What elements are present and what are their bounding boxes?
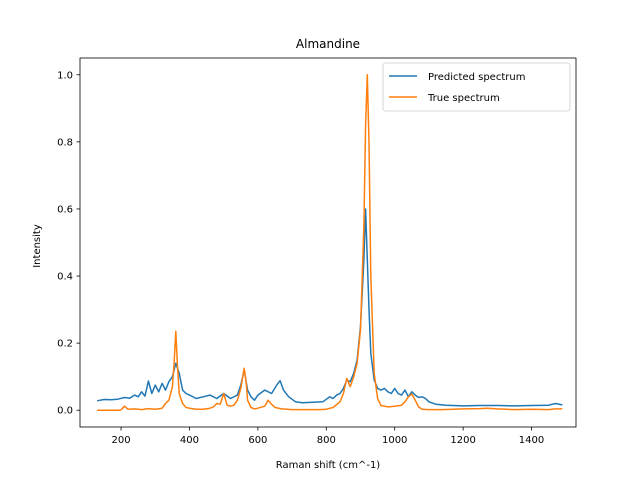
legend: Predicted spectrum True spectrum (382, 62, 571, 112)
plot-background (80, 58, 576, 427)
legend-box (382, 62, 571, 112)
series-line-2 (97, 74, 563, 411)
x-tick-label: 800 (317, 435, 336, 446)
x-tick-label: 1400 (519, 435, 544, 446)
x-axis-label: Raman shift (cm^-1) (276, 460, 381, 471)
y-tick-label: 0.6 (57, 204, 73, 215)
x-tick-label: 1000 (382, 435, 407, 446)
legend-label-1: Predicted spectrum (428, 72, 525, 83)
y-axis: 0.0 0.2 0.4 0.6 0.8 1.0 (57, 70, 80, 417)
plot-frame (79, 57, 577, 428)
legend-label-2: True spectrum (427, 93, 500, 104)
x-tick-label: 600 (248, 435, 267, 446)
y-tick-label: 0.0 (57, 406, 73, 417)
x-tick-label: 200 (112, 435, 131, 446)
x-tick-label: 1200 (450, 435, 475, 446)
y-axis-label: Intensity (32, 224, 43, 268)
chart-title: Almandine (296, 37, 360, 51)
y-tick-label: 0.4 (57, 272, 73, 283)
x-axis: 200 400 600 800 1000 1200 1400 (112, 427, 544, 446)
y-tick-label: 0.8 (57, 137, 73, 148)
y-tick-label: 0.2 (57, 339, 73, 350)
series-line-1 (96, 208, 563, 407)
x-tick-label: 400 (180, 435, 199, 446)
plot-area (79, 57, 577, 428)
y-tick-label: 1.0 (57, 70, 73, 81)
